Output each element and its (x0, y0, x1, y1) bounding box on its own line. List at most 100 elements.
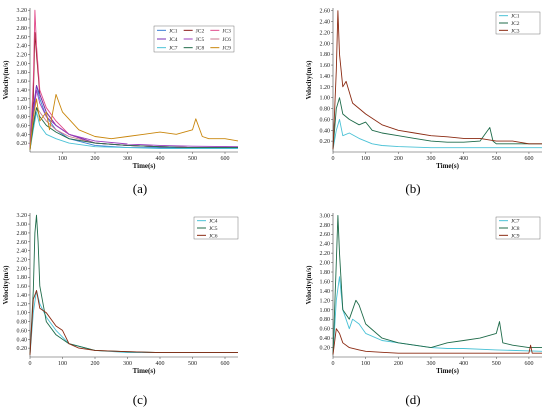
caption-a: (a) (133, 181, 147, 196)
y-tick-label: 2.00 (17, 266, 28, 272)
y-tick-label: 2.20 (17, 258, 28, 264)
legend-box (495, 216, 541, 240)
y-tick-label: 1.60 (320, 63, 331, 69)
x-tick-label: 200 (394, 361, 403, 367)
y-axis-label: Velocity(m/s) (305, 60, 313, 100)
series-line-jc6 (29, 290, 238, 355)
x-tick-label: 300 (426, 361, 435, 367)
y-tick-label: 3.00 (17, 17, 28, 23)
series-line-jc9 (332, 328, 542, 355)
y-tick-label: 0.40 (17, 337, 28, 343)
x-axis-label: Time(s) (436, 162, 459, 170)
y-tick-label: 1.40 (17, 293, 28, 299)
panel-a: 0.20 0.40 0.60 0.80 1.00 1.20 1.40 1.60 1.80 2.00… (2, 8, 239, 170)
x-tick-label: 400 (156, 156, 165, 162)
legend-label-jc2: JC2 (511, 21, 520, 27)
panel-c: 0.20 0.40 0.60 0.80 1.00 1.20 1.40 1.60 1.80 2.00… (2, 213, 239, 375)
y-tick-label: 1.40 (320, 289, 331, 295)
legend-label-jc5: JC5 (196, 37, 205, 43)
x-tick-label: 600 (524, 156, 533, 162)
y-tick-label: 1.80 (17, 275, 28, 281)
series-line-jc7 (29, 111, 238, 150)
series-line-jc5 (29, 89, 239, 150)
y-tick-label: 1.60 (320, 279, 331, 285)
x-tick-label: 500 (188, 361, 197, 367)
x-tick-label: 500 (188, 156, 197, 162)
x-tick-label: 400 (459, 361, 468, 367)
y-tick-label: 2.60 (320, 232, 331, 238)
legend-label-jc7: JC7 (511, 219, 520, 225)
y-tick-label: 3.20 (17, 213, 28, 219)
x-axis-label: Time(s) (133, 367, 156, 375)
y-tick-label: 2.20 (320, 251, 331, 257)
x-tick-label: 300 (123, 361, 132, 367)
y-tick-label: 0.80 (320, 107, 331, 113)
y-tick-label: 1.40 (320, 74, 331, 80)
y-tick-label: 3.20 (17, 8, 28, 14)
panel-d: 0.20 0.40 0.60 0.80 1.00 1.20 1.40 1.60 1.80 2.00… (305, 213, 543, 375)
legend-box (153, 25, 235, 53)
x-tick-label: 0 (29, 361, 32, 367)
y-tick-label: 2.80 (17, 231, 28, 237)
y-tick-label: 3.00 (17, 222, 28, 228)
y-tick-label: 0.40 (320, 336, 331, 342)
y-tick-label: 2.20 (320, 30, 331, 36)
y-tick-label: 1.60 (17, 284, 28, 290)
legend-label-jc9: JC9 (222, 46, 231, 52)
y-tick-label: 1.60 (17, 79, 28, 85)
x-tick-label: 200 (394, 156, 403, 162)
y-tick-label: 1.20 (17, 302, 28, 308)
y-tick-label: 1.00 (17, 311, 28, 317)
y-axis-label: Velocity(m/s) (305, 265, 313, 305)
y-tick-label: 1.20 (320, 85, 331, 91)
legend-label-jc4: JC4 (209, 219, 218, 225)
x-tick-label: 300 (123, 156, 132, 162)
y-tick-label: 0.80 (17, 320, 28, 326)
y-tick-label: 1.00 (17, 106, 28, 112)
y-tick-label: 1.00 (320, 96, 331, 102)
y-tick-label: 0.20 (17, 141, 28, 147)
series-line-jc2 (332, 97, 542, 150)
y-tick-label: 0.80 (17, 115, 28, 121)
x-axis-label: Time(s) (436, 367, 459, 375)
y-tick-label: 0.60 (320, 327, 331, 333)
legend-label-jc9: JC9 (511, 233, 520, 239)
y-tick-label: 0.20 (320, 139, 331, 145)
y-tick-label: 2.60 (17, 35, 28, 41)
x-tick-label: 500 (492, 361, 501, 367)
y-tick-label: 3.00 (320, 213, 331, 219)
x-tick-label: 300 (426, 156, 435, 162)
y-axis-label: Velocity(m/s) (2, 265, 10, 305)
legend-label-jc8: JC8 (511, 226, 520, 232)
x-tick-label: 600 (524, 361, 533, 367)
series-line-jc4 (29, 290, 238, 355)
x-tick-label: 500 (492, 156, 501, 162)
x-tick-label: 0 (332, 156, 335, 162)
legend: JC1 JC2 JC3 JC4 JC5 JC6 JC7 JC8 JC9 (153, 25, 235, 53)
x-tick-label: 100 (361, 361, 370, 367)
x-tick-label: 100 (361, 156, 370, 162)
x-tick-label: 400 (156, 361, 165, 367)
legend-label-jc7: JC7 (169, 46, 178, 52)
caption-b: (b) (405, 181, 420, 196)
x-tick-label: 200 (91, 156, 100, 162)
y-tick-label: 2.40 (320, 20, 331, 26)
y-tick-label: 1.80 (320, 270, 331, 276)
y-tick-label: 2.00 (320, 41, 331, 47)
y-axis-label: Velocity(m/s) (2, 60, 10, 100)
x-tick-label: 0 (332, 361, 335, 367)
series-line-jc8 (29, 107, 238, 150)
series-line-jc1 (332, 118, 542, 150)
y-tick-label: 2.60 (17, 240, 28, 246)
legend-label-jc2: JC2 (196, 28, 205, 34)
x-tick-label: 100 (58, 361, 67, 367)
y-tick-label: 0.40 (17, 132, 28, 138)
y-tick-label: 1.20 (17, 97, 28, 103)
y-tick-label: 1.40 (17, 88, 28, 94)
y-tick-label: 1.20 (320, 298, 331, 304)
legend-label-jc4: JC4 (169, 37, 178, 43)
y-tick-label: 2.80 (17, 26, 28, 32)
legend-label-jc3: JC3 (511, 28, 520, 34)
legend-label-jc6: JC6 (222, 37, 231, 43)
